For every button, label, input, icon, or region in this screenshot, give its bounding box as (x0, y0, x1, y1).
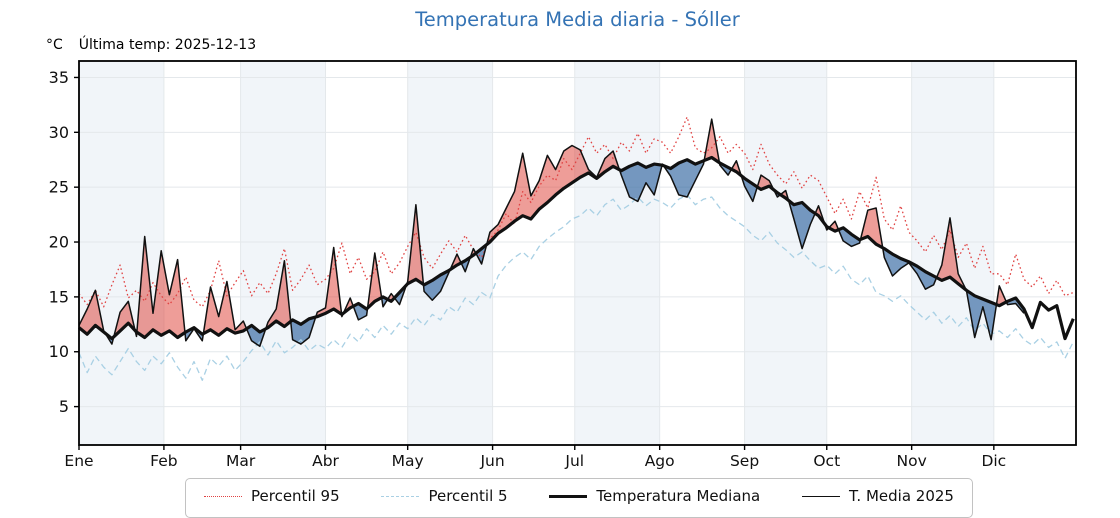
page-title: Temperatura Media diaria - Sóller (415, 8, 740, 31)
y-tick-label: 30 (49, 123, 69, 142)
temperature-chart: Ene Feb Mar Abr May Jun Jul Ago Sep Oct Nov Dic 5 10 1… (49, 60, 1079, 470)
x-tick-label: Ago (645, 452, 675, 470)
x-tick-label: Sep (730, 452, 759, 470)
x-tick-label: Mar (226, 452, 256, 470)
legend-item-mediana: Temperatura Mediana (549, 485, 760, 507)
month-band (325, 61, 408, 445)
month-band (826, 61, 912, 445)
legend-label: Percentil 5 (428, 487, 508, 505)
percentil-95-line-sample (204, 495, 242, 497)
month-band (163, 61, 241, 445)
fill-above-median (79, 119, 1007, 338)
legend-item-percentil-95: Percentil 95 (204, 485, 340, 507)
x-tick-label: Abr (312, 452, 339, 470)
chart-legend: Percentil 95 Percentil 5 Temperatura Med… (185, 478, 973, 518)
month-band (79, 61, 164, 445)
x-tick-label: May (392, 452, 424, 470)
plot-border (78, 60, 1077, 446)
x-tick-label: Jun (479, 452, 504, 470)
x-tick-label: Oct (813, 452, 840, 470)
mediana-line-sample (549, 494, 588, 498)
legend-item-percentil-5: Percentil 5 (381, 485, 508, 507)
month-band (492, 61, 575, 445)
y-axis-unit-label: °C (46, 37, 63, 53)
legend-label: T. Media 2025 (849, 487, 954, 505)
legend-label: Temperatura Mediana (596, 487, 761, 505)
month-band (993, 61, 1079, 445)
x-tick-label: Dic (981, 452, 1006, 470)
month-band (659, 61, 745, 445)
y-tick-label: 5 (59, 397, 69, 416)
month-band (240, 61, 326, 445)
percentil-5-line (78, 194, 1074, 381)
legend-label: Percentil 95 (251, 487, 340, 505)
y-tick-label: 15 (49, 287, 69, 306)
x-tick-label: Nov (897, 452, 927, 470)
temperatura-mediana-line (77, 155, 1075, 341)
last-temp-label: Última temp: 2025-12-13 (78, 37, 257, 53)
month-band (744, 61, 827, 445)
month-band (574, 61, 660, 445)
media-2025-line-sample (802, 495, 841, 497)
y-tick-label: 10 (49, 342, 69, 361)
fill-below-median (105, 159, 1024, 347)
t-media-2025-line (78, 118, 1025, 348)
y-tick-label: 25 (49, 178, 69, 197)
y-tick-label: 20 (49, 233, 69, 252)
x-tick-label: Jul (564, 452, 584, 470)
chart-subheader: °C Última temp: 2025-12-13 (46, 37, 256, 53)
page: { "header": { "degree_label": "°C", "las… (46, 8, 1079, 518)
percentil-5-line-sample (381, 495, 420, 497)
x-tick-label: Ene (64, 452, 93, 470)
y-tick-label: 35 (49, 68, 69, 87)
legend-item-media-2025: T. Media 2025 (802, 485, 954, 507)
x-tick-label: Feb (150, 452, 177, 470)
percentil-95-line (78, 116, 1074, 308)
